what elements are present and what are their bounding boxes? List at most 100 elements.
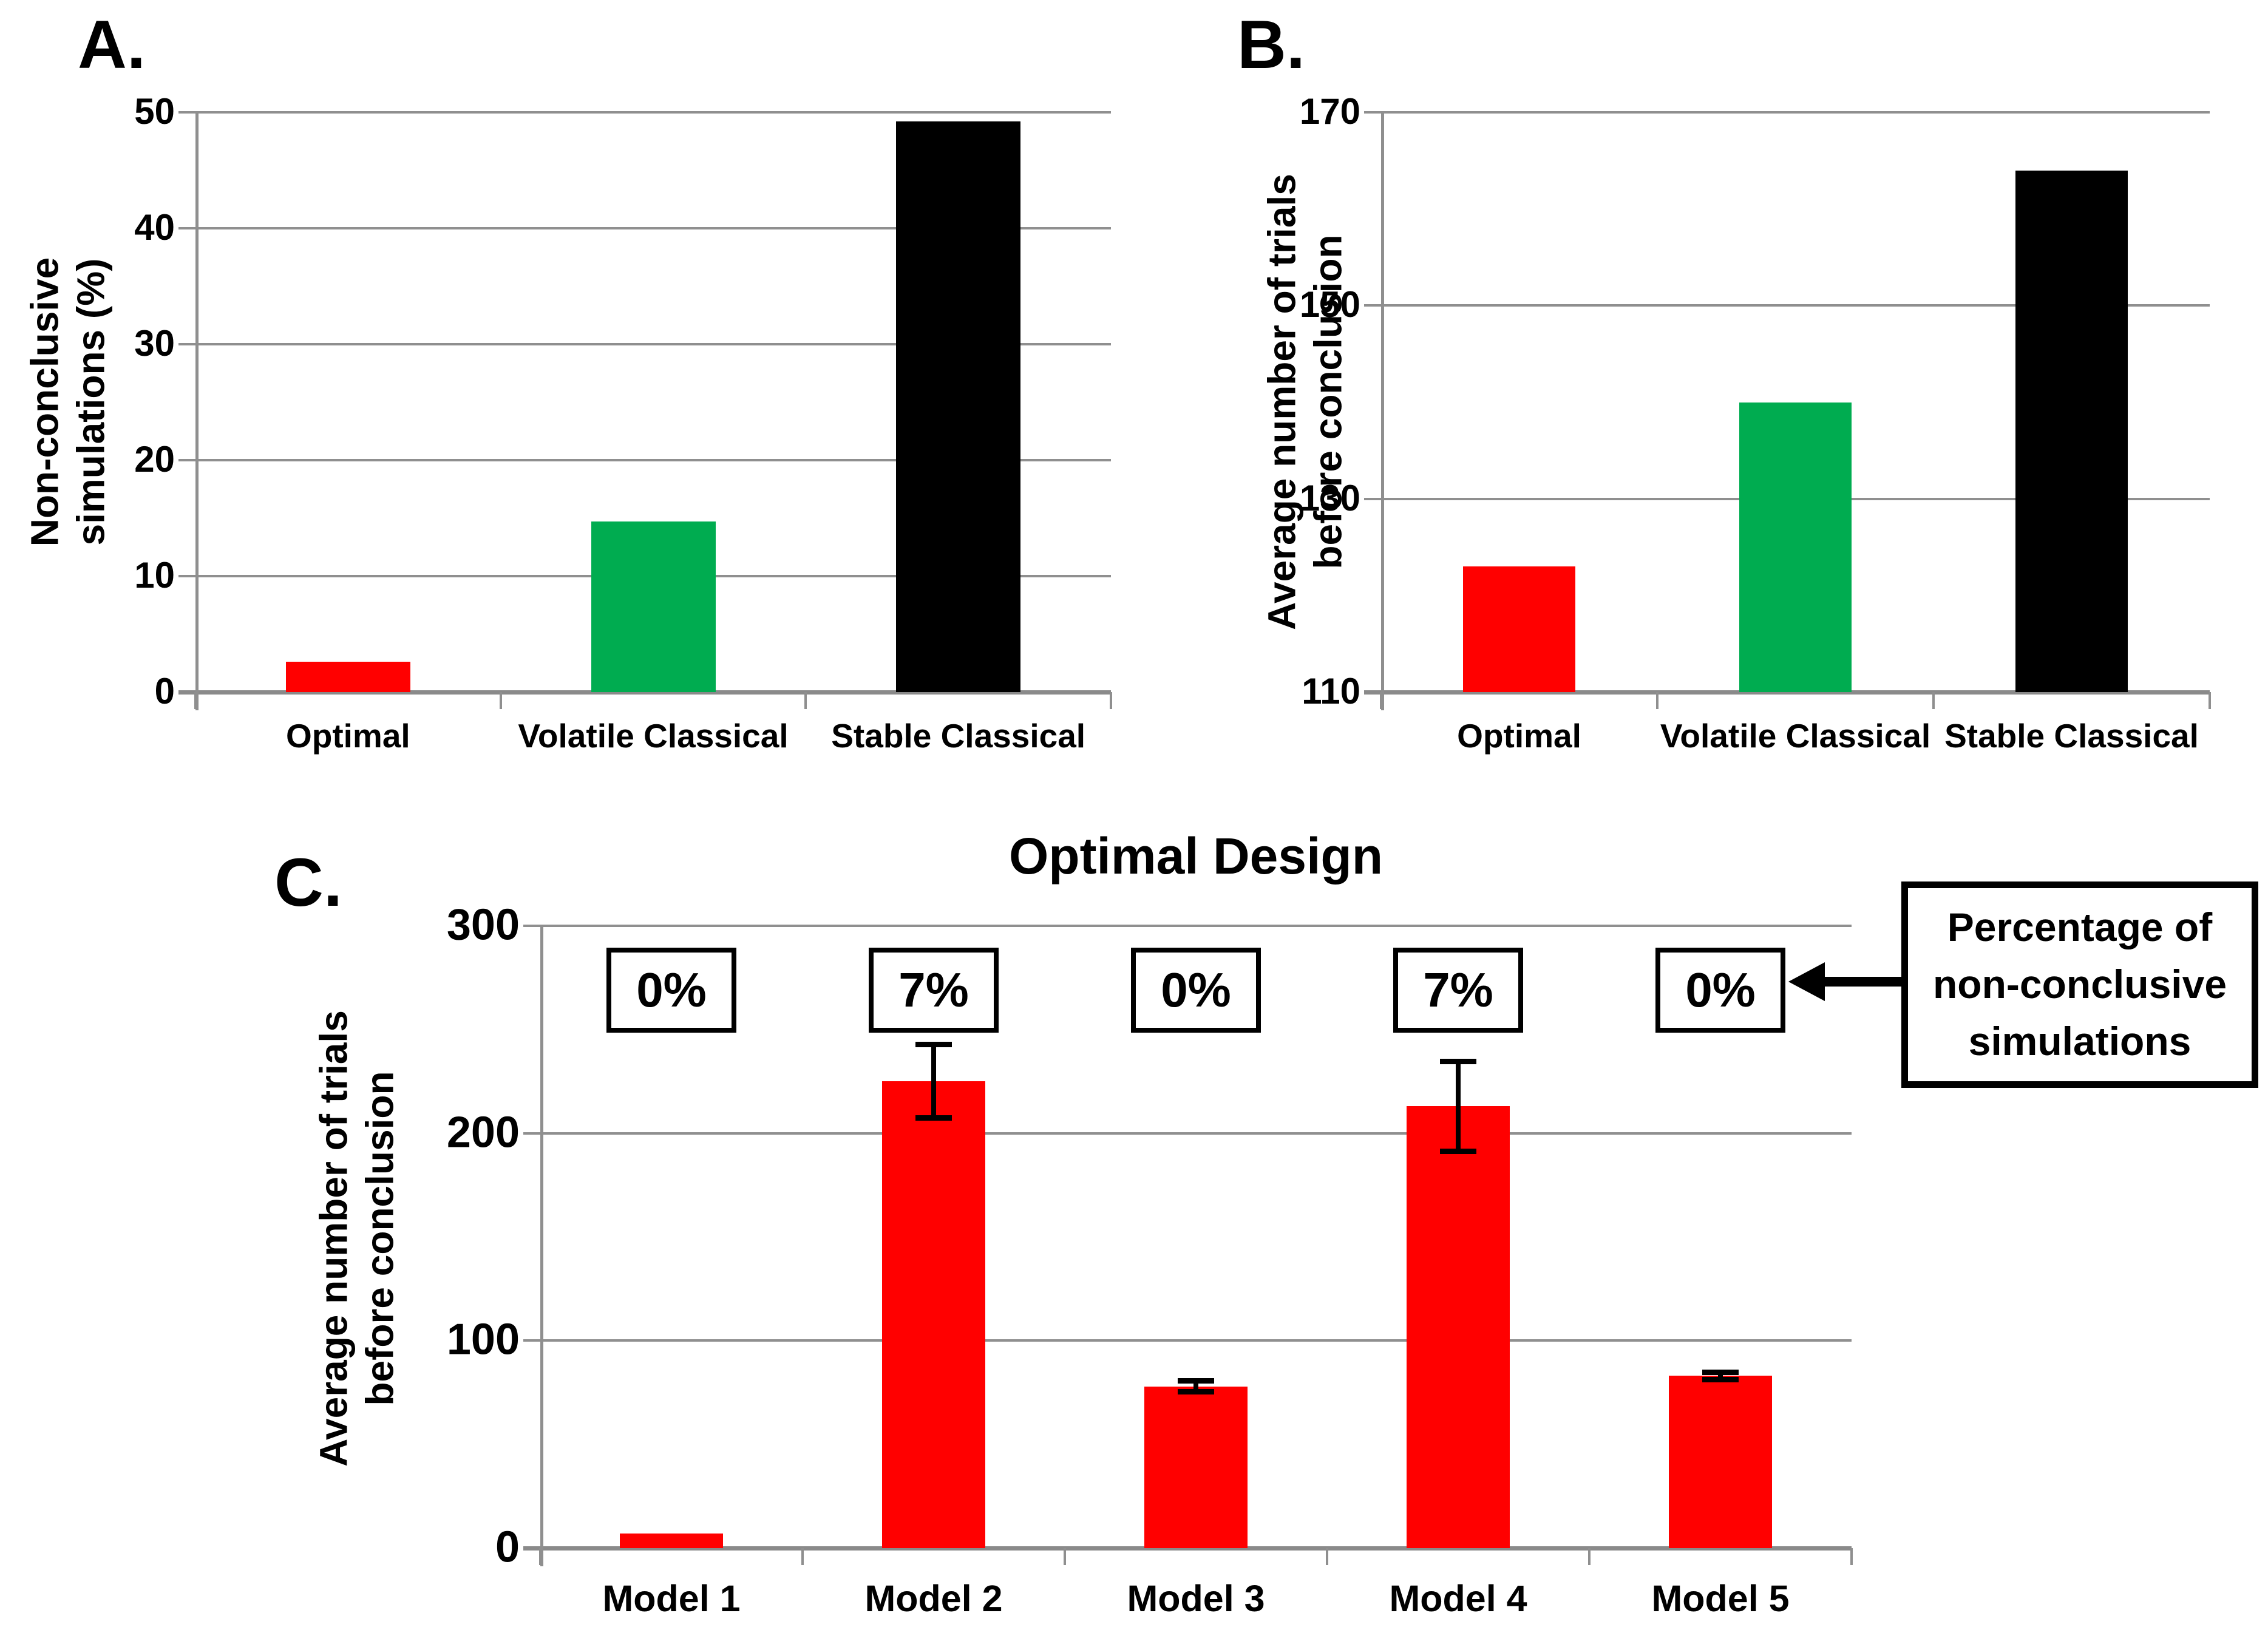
y-axis-line <box>540 926 543 1566</box>
x-category-label: Model 3 <box>1127 1578 1265 1619</box>
gridline <box>523 925 1852 927</box>
legend-arrow-shaft <box>1824 977 1903 987</box>
pct-annotation-box-model-5: 0% <box>1655 948 1785 1033</box>
x-axis-tick <box>1064 1548 1066 1565</box>
panel-c: C. Optimal Design Average number of tria… <box>0 814 2268 1627</box>
bar-volatile-classical <box>591 521 716 692</box>
panel-a-label: A. <box>78 7 146 83</box>
bar-model-5 <box>1669 1376 1772 1548</box>
x-category-label: Stable Classical <box>831 717 1086 755</box>
x-axis-tick <box>1588 1548 1591 1565</box>
panel-b-plot-area: 110 130 150 170 Optimal Volatile Classical Sta… <box>1300 91 2211 755</box>
x-axis-tick <box>1932 692 1935 709</box>
gridline <box>523 1339 1852 1342</box>
bar-optimal <box>285 662 410 692</box>
error-bar-model-5 <box>1718 1370 1723 1382</box>
x-axis-tick <box>801 1548 804 1565</box>
y-tick-label: 110 <box>1302 671 1360 712</box>
x-axis-line <box>178 690 1111 695</box>
error-bar-model-2 <box>931 1042 936 1121</box>
legend-text-line: simulations <box>1968 1018 2192 1064</box>
gridline <box>178 111 1111 114</box>
y-tick-label: 130 <box>1299 477 1360 518</box>
panel-b-label: B. <box>1237 7 1305 83</box>
x-category-label: Optimal <box>1457 717 1581 755</box>
y-tick-label: 100 <box>446 1315 520 1364</box>
y-axis-title-line: before conclusion <box>358 1071 401 1406</box>
y-axis-title-line: simulations (%) <box>69 258 112 546</box>
y-tick-label: 300 <box>446 900 520 949</box>
y-axis-title-line: Non-conclusive <box>22 257 67 547</box>
y-axis-line <box>1381 112 1384 710</box>
bar-stable-classical <box>896 121 1021 692</box>
x-category-label: Model 1 <box>602 1578 741 1619</box>
x-category-label: Model 2 <box>864 1578 1003 1619</box>
y-tick-label: 0 <box>154 671 175 712</box>
gridline <box>523 1132 1852 1135</box>
gridline <box>1364 304 2210 307</box>
panel-c-label: C. <box>274 844 342 920</box>
x-axis-tick <box>2209 692 2211 709</box>
gridline <box>1364 111 2210 114</box>
pct-annotation-box-model-1: 0% <box>606 948 736 1033</box>
y-axis-line <box>195 112 199 710</box>
x-category-label: Model 5 <box>1651 1578 1790 1619</box>
x-axis-tick <box>1656 692 1659 709</box>
x-axis-tick <box>1326 1548 1328 1565</box>
x-axis-tick <box>539 1548 542 1565</box>
y-tick-label: 40 <box>134 207 175 248</box>
x-axis-line <box>523 1546 1852 1551</box>
y-tick-label: 200 <box>446 1108 520 1157</box>
bar-stable-classical <box>2015 170 2128 692</box>
legend-box: Percentage of non-conclusive simulations <box>1901 881 2258 1088</box>
legend-text-line: non-conclusive <box>1932 962 2227 1007</box>
error-bar-cap-top <box>915 1042 952 1048</box>
error-bar-cap-top <box>1440 1058 1476 1064</box>
panel-a-y-axis-title: Non-conclusive simulations (%) <box>22 257 114 547</box>
bar-optimal <box>1463 566 1575 692</box>
panel-b-y-axis-title: Average number of trials before conclusi… <box>1259 174 1351 630</box>
y-tick-label: 150 <box>1299 284 1360 325</box>
y-tick-label: 20 <box>134 439 175 480</box>
error-bar-cap-bottom <box>1178 1389 1214 1395</box>
y-axis-title-line: Average number of trials <box>1260 174 1304 630</box>
gridline <box>178 343 1111 345</box>
error-bar-model-4 <box>1456 1058 1461 1154</box>
error-bar-cap-top <box>1178 1377 1214 1384</box>
bar-volatile-classical <box>1739 402 1852 692</box>
x-category-label: Optimal <box>285 717 410 755</box>
x-category-label: Model 4 <box>1389 1578 1527 1619</box>
error-bar-cap-top <box>1702 1370 1739 1376</box>
error-bar-cap-bottom <box>915 1115 952 1121</box>
pct-annotation-box-model-4: 7% <box>1393 948 1523 1033</box>
x-category-label: Volatile Classical <box>518 717 789 755</box>
x-axis-tick <box>1110 692 1112 709</box>
y-axis-title-line: before conclusion <box>1306 234 1350 569</box>
error-bar-cap-bottom <box>1440 1148 1476 1154</box>
y-tick-label: 50 <box>134 91 175 132</box>
bar-model-4 <box>1407 1106 1510 1548</box>
y-tick-label: 10 <box>134 555 175 596</box>
pct-annotation-box-model-2: 7% <box>869 948 999 1033</box>
left-arrow-icon <box>1788 962 1825 1001</box>
x-axis-tick <box>194 692 197 709</box>
chart-title: Optimal Design <box>1008 827 1384 885</box>
panel-a-plot-area: 0 10 20 30 40 50 Optimal Volatile Classical Stab… <box>134 91 1112 755</box>
x-axis-line <box>1364 690 2210 695</box>
gridline <box>178 459 1111 461</box>
y-tick-label: 170 <box>1299 91 1360 132</box>
error-bar-model-3 <box>1193 1377 1198 1395</box>
bar-model-2 <box>882 1081 985 1548</box>
x-axis-tick <box>499 692 502 709</box>
bar-model-1 <box>620 1534 723 1548</box>
x-category-label: Stable Classical <box>1944 717 2199 755</box>
y-tick-label: 0 <box>495 1523 520 1572</box>
x-axis-tick <box>1380 692 1382 709</box>
legend-text-line: Percentage of <box>1947 905 2213 950</box>
error-bar-cap-bottom <box>1702 1376 1739 1382</box>
bar-model-3 <box>1144 1386 1248 1548</box>
x-axis-tick <box>804 692 807 709</box>
panel-c-plot-area: 0 100 200 300 0% Model 1 7% Model 2 0% Model 3 7% M… <box>447 900 1853 1619</box>
x-axis-tick <box>1850 1548 1853 1565</box>
